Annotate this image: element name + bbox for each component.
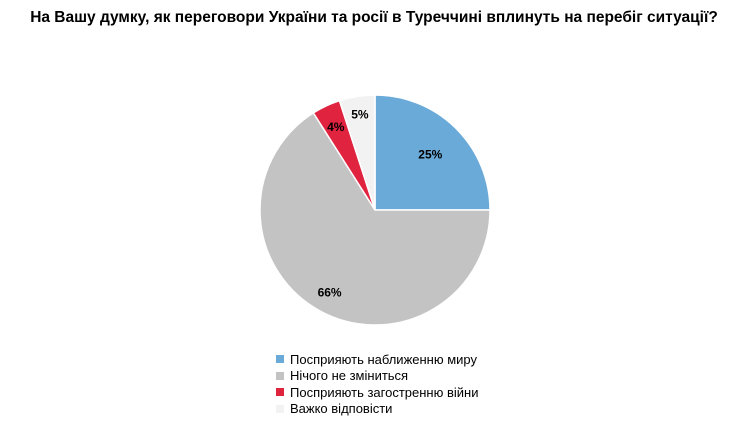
slice-label-no-change: 66%	[318, 286, 342, 300]
legend-item-escalation: Посприяють загостренню війни	[276, 384, 478, 400]
legend-item-hard-to-say: Важко відповісти	[276, 401, 478, 417]
legend-swatch-hard-to-say	[276, 404, 284, 413]
slice-label-peace: 25%	[418, 148, 442, 162]
legend-swatch-no-change	[276, 371, 284, 380]
pie-slice-labels: 25% 66% 4% 5%	[318, 108, 443, 300]
pie-slice-no-change	[259, 111, 491, 326]
pie-slices	[259, 94, 491, 326]
pie-slice-hard-to-say	[338, 94, 376, 211]
legend-label-no-change: Нічого не зміниться	[290, 368, 409, 384]
slice-label-hard-to-say: 5%	[351, 108, 369, 122]
legend-swatch-peace	[276, 355, 284, 363]
pie-slice-peace	[374, 94, 491, 211]
legend-label-peace: Посприяють наближенню миру	[290, 351, 477, 367]
chart-title: На Вашу думку, як переговори України та …	[30, 9, 718, 26]
legend-item-no-change: Нічого не зміниться	[276, 368, 478, 384]
chart-legend: Посприяють наближенню миру Нічого не змін…	[276, 351, 478, 417]
legend-swatch-escalation	[276, 388, 284, 397]
legend-label-escalation: Посприяють загостренню війни	[290, 384, 479, 400]
legend-label-hard-to-say: Важко відповісти	[290, 401, 393, 417]
slice-label-escalation: 4%	[327, 120, 345, 134]
legend-item-peace: Посприяють наближенню миру	[276, 351, 478, 367]
